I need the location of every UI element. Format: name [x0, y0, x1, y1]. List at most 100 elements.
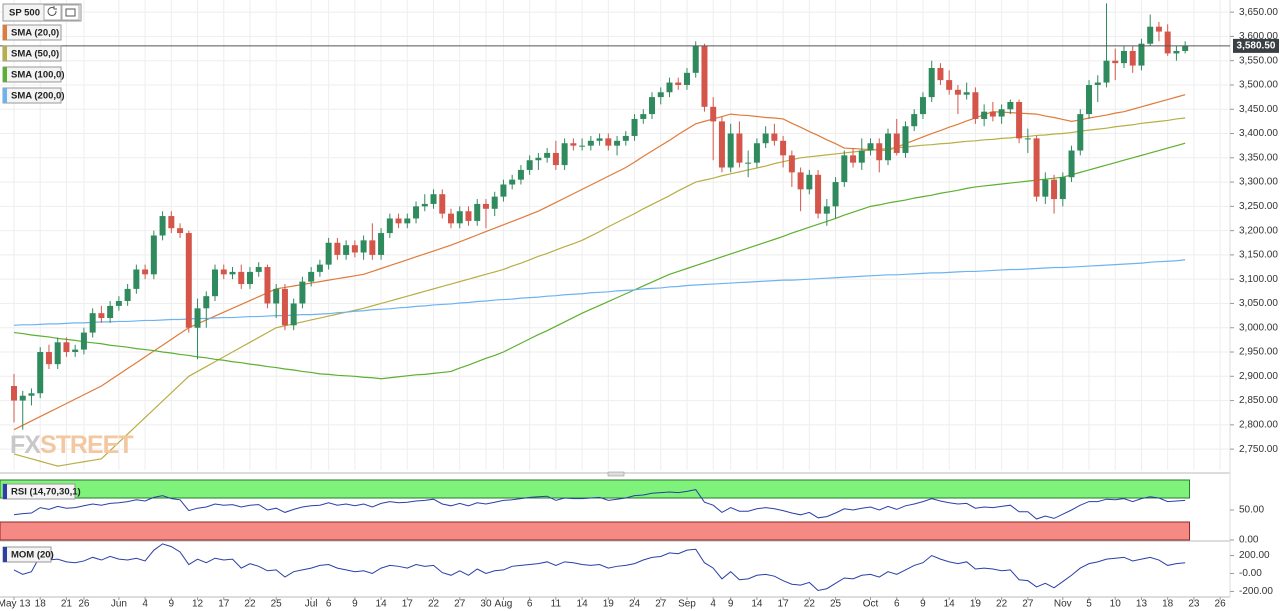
legend-label: SMA (200,0): [11, 91, 65, 102]
candle-body: [579, 145, 586, 147]
indicator-legend-label: MOM (20): [11, 550, 54, 561]
candle-body: [334, 242, 341, 255]
x-tick-label: 14: [376, 599, 388, 610]
y-tick-label: 2,950.00: [1239, 347, 1278, 358]
y-tick-label: 200.00: [1239, 550, 1270, 561]
x-tick-label: Jun: [111, 599, 127, 610]
candle-body: [439, 194, 446, 214]
candle-body: [701, 46, 708, 107]
candle-body: [80, 332, 87, 350]
candle-body: [1051, 179, 1058, 200]
candle-body: [893, 133, 900, 153]
x-tick-label: 12: [192, 599, 204, 610]
candle-body: [771, 133, 778, 141]
candle-body: [727, 133, 734, 168]
x-tick-label: 11: [551, 599, 562, 610]
y-tick-label: 3,200.00: [1239, 225, 1278, 236]
candle-body: [806, 174, 813, 190]
candle-body: [753, 143, 760, 163]
candle-body: [683, 72, 690, 85]
candle-body: [1094, 82, 1101, 85]
candle-body: [666, 82, 673, 93]
candle-body: [517, 169, 524, 180]
candle-body: [1103, 60, 1110, 83]
indicator-legend-label: RSI (14,70,30,1): [11, 487, 81, 498]
x-tick-label: Aug: [495, 599, 513, 610]
oversold-zone: [0, 521, 1191, 541]
x-tick-label: 14: [751, 599, 763, 610]
candle-body: [535, 157, 542, 161]
x-tick-label: 5: [1086, 599, 1092, 610]
snapshot-button[interactable]: [61, 4, 80, 21]
y-tick-label: 3,500.00: [1239, 80, 1278, 91]
candle-body: [1033, 138, 1040, 197]
x-tick-label: 30: [480, 599, 492, 610]
y-tick-label: 3,650.00: [1239, 7, 1278, 18]
candle-body: [858, 150, 865, 163]
watermark-suffix: STREET: [40, 431, 133, 459]
candle-body: [561, 143, 568, 166]
x-tick-label: 19: [970, 599, 982, 610]
candle-body: [37, 352, 44, 394]
candle-body: [115, 301, 122, 306]
candle-body: [378, 233, 385, 255]
candle-body: [552, 152, 559, 166]
x-tick-label: 4: [142, 599, 148, 610]
candle-body: [544, 152, 551, 158]
candle-body: [246, 271, 253, 285]
candle-body: [981, 111, 988, 119]
candle-body: [133, 269, 140, 289]
candle-body: [911, 114, 918, 127]
y-tick-label: 3,300.00: [1239, 177, 1278, 188]
candle-body: [937, 67, 944, 81]
candle-body: [360, 240, 367, 253]
y-tick-label: -0.00: [1239, 568, 1262, 579]
x-tick-label: 22: [996, 599, 1008, 610]
candle-body: [614, 140, 621, 146]
candle-body: [264, 267, 271, 304]
candle-body: [413, 206, 420, 219]
candle-body: [640, 114, 647, 119]
x-tick-label: 14: [577, 599, 589, 610]
candle-body: [19, 395, 26, 401]
indicator-legend-swatch: [3, 547, 7, 562]
candle-body: [657, 92, 664, 98]
candle-body: [465, 211, 472, 221]
y-tick-label: 3,050.00: [1239, 298, 1278, 309]
candle-body: [919, 97, 926, 115]
candle-body: [1059, 177, 1066, 200]
y-tick-label: 3,250.00: [1239, 201, 1278, 212]
x-tick-label: 6: [527, 599, 533, 610]
candle-body: [456, 211, 463, 224]
x-tick-label: 9: [728, 599, 734, 610]
candle-body: [212, 269, 219, 297]
candle-body: [509, 179, 516, 185]
candle-body: [1068, 150, 1075, 178]
x-tick-label: 17: [218, 599, 230, 610]
candle-body: [631, 118, 638, 136]
x-tick-label: 25: [830, 599, 842, 610]
candle-body: [168, 216, 175, 229]
candle-body: [1112, 60, 1119, 64]
x-tick-label: 27: [1022, 599, 1034, 610]
x-tick-label: 4: [710, 599, 716, 610]
legend: SP 500 SMA (20,0) SMA (50,0) SMA (100,0) SM…: [2, 3, 82, 563]
y-tick-label: 3,000.00: [1239, 322, 1278, 333]
y-tick-label: 2,850.00: [1239, 395, 1278, 406]
x-tick-label: May 13: [0, 599, 31, 610]
candle-body: [124, 288, 131, 302]
y-tick-label: 3,350.00: [1239, 152, 1278, 163]
legend-swatch: [3, 25, 7, 40]
x-tick-label: 13: [1136, 599, 1148, 610]
candle-body: [1182, 45, 1189, 51]
candle-body: [1086, 84, 1093, 115]
candle-body: [526, 160, 533, 170]
candle-body: [299, 281, 306, 304]
candle-body: [788, 155, 795, 173]
candle-body: [972, 92, 979, 119]
candle-body: [963, 92, 970, 95]
candle-body: [946, 80, 953, 90]
panel-handle[interactable]: [607, 471, 625, 477]
candle-body: [273, 288, 280, 304]
candle-body: [692, 46, 699, 73]
